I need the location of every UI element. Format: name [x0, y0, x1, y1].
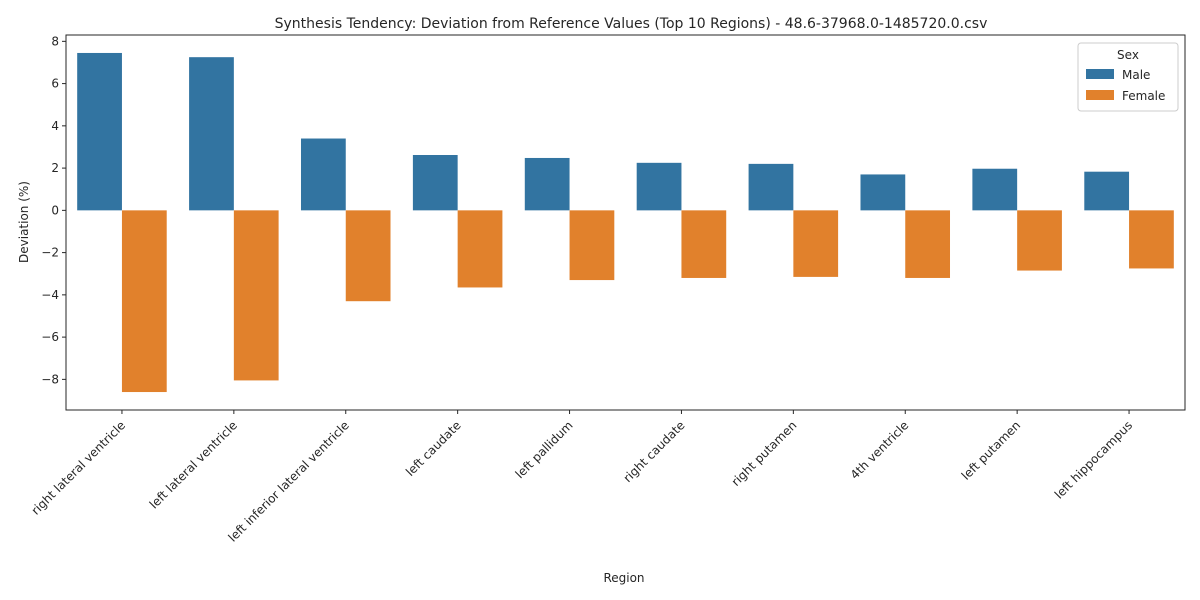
- x-tick-label: left caudate: [403, 418, 464, 479]
- legend-label-female: Female: [1122, 89, 1165, 103]
- legend-swatch-female: [1086, 90, 1114, 100]
- bar-male-2: [300, 138, 346, 211]
- x-tick-label: left pallidum: [513, 418, 576, 481]
- bar-male-9: [1084, 171, 1130, 211]
- bar-female-5: [681, 210, 727, 278]
- y-tick-label: 6: [51, 77, 59, 91]
- y-tick-label: −6: [41, 330, 59, 344]
- bar-female-3: [457, 210, 503, 288]
- legend-title: Sex: [1117, 48, 1139, 62]
- legend-swatch-male: [1086, 69, 1114, 79]
- x-tick-label: right putamen: [729, 418, 800, 489]
- x-tick-label: right caudate: [621, 418, 688, 485]
- x-tick-label: 4th ventricle: [848, 418, 912, 482]
- bar-female-4: [569, 210, 615, 281]
- bar-male-6: [748, 163, 794, 211]
- bar-male-5: [636, 162, 682, 211]
- y-tick-label: 2: [51, 161, 59, 175]
- x-tick-label: left lateral ventricle: [147, 418, 240, 511]
- bar-female-9: [1129, 210, 1174, 269]
- bar-male-7: [860, 174, 906, 211]
- bar-female-0: [121, 210, 167, 393]
- y-tick-label: 4: [51, 119, 59, 133]
- bar-female-6: [793, 210, 839, 277]
- x-axis-label: Region: [603, 571, 644, 585]
- legend-label-male: Male: [1122, 68, 1150, 82]
- y-axis-label: Deviation (%): [17, 181, 31, 263]
- x-tick-label: left hippocampus: [1052, 418, 1135, 501]
- bar-male-0: [77, 52, 122, 211]
- bar-male-1: [189, 57, 234, 211]
- x-tick-label: left putamen: [959, 418, 1024, 483]
- bar-male-3: [412, 155, 458, 211]
- y-tick-label: 8: [51, 34, 59, 48]
- bar-female-1: [233, 210, 279, 381]
- y-tick-label: −8: [41, 372, 59, 386]
- axes-frame: [65, 34, 1186, 411]
- bar-female-8: [1017, 210, 1062, 271]
- bar-male-4: [524, 157, 570, 211]
- x-tick-label: right lateral ventricle: [29, 418, 128, 517]
- bar-male-8: [972, 168, 1018, 211]
- bar-female-2: [345, 210, 391, 302]
- y-tick-label: −4: [41, 288, 59, 302]
- legend: Sex Male Female: [1077, 42, 1179, 112]
- x-tick-label: left inferior lateral ventricle: [225, 418, 351, 544]
- y-tick-label: −2: [41, 246, 59, 260]
- y-tick-label: 0: [51, 203, 59, 217]
- bar-female-7: [905, 210, 951, 278]
- chart-title: Synthesis Tendency: Deviation from Refer…: [275, 16, 988, 32]
